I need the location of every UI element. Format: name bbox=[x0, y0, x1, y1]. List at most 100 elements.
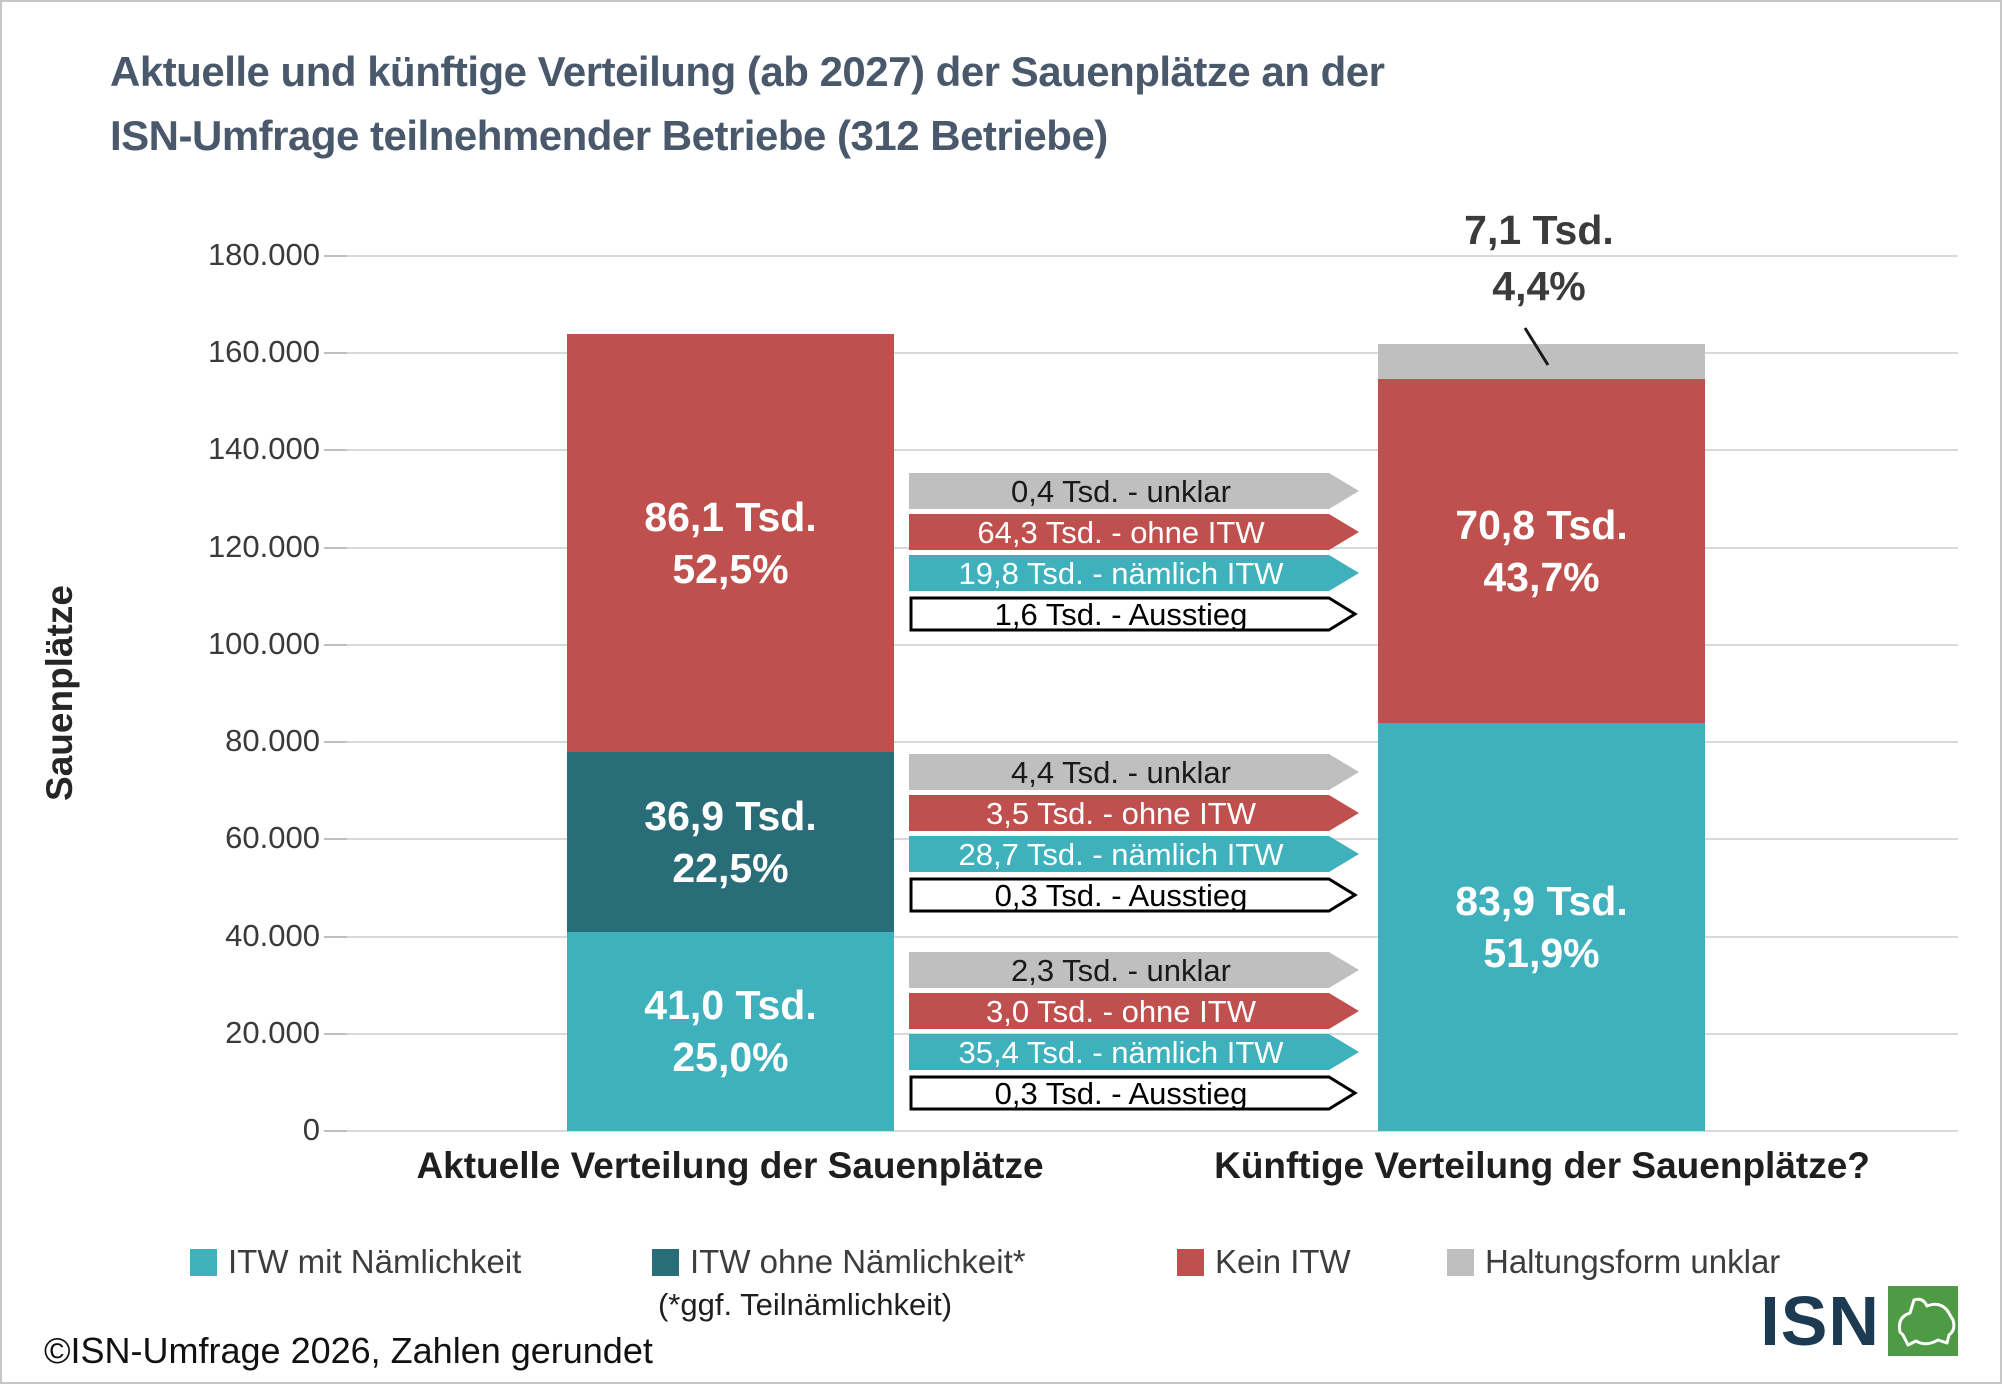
y-tick-label: 40.000 bbox=[225, 917, 320, 953]
flow-arrow-outline: 0,3 Tsd. - Ausstieg bbox=[909, 1075, 1359, 1111]
flow-arrow-label: 19,8 Tsd. - nämlich ITW bbox=[958, 556, 1284, 591]
arrow-shape-icon bbox=[909, 993, 1359, 1029]
flow-arrow-label: 0,3 Tsd. - Ausstieg bbox=[994, 878, 1248, 913]
bar-segment-label: 41,0 Tsd. 25,0% bbox=[644, 982, 817, 1081]
arrow-shape-icon bbox=[909, 952, 1359, 988]
y-tick-label: 180.000 bbox=[207, 237, 320, 272]
y-axis-tick-mark bbox=[324, 546, 347, 549]
flow-arrow-label: 0,3 Tsd. - Ausstieg bbox=[994, 1076, 1248, 1111]
isn-logo-text: ISN bbox=[1760, 1282, 1880, 1360]
arrow-shape-icon bbox=[909, 473, 1359, 509]
legend-item-unklar: Haltungsform unklar bbox=[1447, 1243, 1780, 1281]
flow-arrow-gray: 0,4 Tsd. - unklar bbox=[909, 473, 1359, 509]
flow-arrow-gray: 4,4 Tsd. - unklar bbox=[909, 754, 1359, 790]
annotation-value: 7,1 Tsd. bbox=[1464, 207, 1614, 253]
gridline bbox=[347, 643, 1958, 646]
flow-arrow-label: 2,3 Tsd. - unklar bbox=[1011, 953, 1231, 988]
gray-segment-annotation: 7,1 Tsd. 4,4% bbox=[1374, 202, 1704, 314]
flow-arrow-label: 35,4 Tsd. - nämlich ITW bbox=[958, 1035, 1284, 1070]
arrow-shape-icon bbox=[909, 754, 1359, 790]
bar-segment bbox=[1378, 344, 1705, 379]
pig-icon bbox=[1888, 1286, 1958, 1356]
gridline bbox=[347, 741, 1958, 744]
bar-segment-label: 83,9 Tsd. 51,9% bbox=[1455, 878, 1628, 977]
flow-arrow-label: 1,6 Tsd. - Ausstieg bbox=[994, 597, 1248, 632]
bar-segment bbox=[567, 931, 894, 1131]
flow-arrow-label: 64,3 Tsd. - ohne ITW bbox=[977, 515, 1265, 550]
flow-arrow-red: 64,3 Tsd. - ohne ITW bbox=[909, 514, 1359, 550]
arrow-shape-icon bbox=[909, 877, 1358, 913]
gridline bbox=[347, 935, 1958, 938]
flow-arrow-label: 0,4 Tsd. - unklar bbox=[1011, 474, 1231, 509]
arrow-shape-icon bbox=[909, 1075, 1358, 1111]
y-axis-tick-mark bbox=[324, 643, 347, 646]
arrow-shape-icon bbox=[909, 795, 1359, 831]
y-axis-title: Sauenplätze bbox=[39, 585, 80, 801]
chart-title-line2: ISN-Umfrage teilnehmender Betriebe (312 … bbox=[110, 111, 1108, 159]
bar-segment bbox=[1378, 378, 1705, 724]
y-axis-tick-mark bbox=[324, 1032, 347, 1035]
flow-arrow-red: 3,5 Tsd. - ohne ITW bbox=[909, 795, 1359, 831]
y-axis-tick-mark bbox=[324, 935, 347, 938]
flow-arrow-label: 3,5 Tsd. - ohne ITW bbox=[986, 796, 1256, 831]
legend-swatch-darkteal-icon bbox=[652, 1248, 679, 1276]
legend-item-itw-mit: ITW mit Nämlichkeit bbox=[190, 1243, 521, 1281]
isn-logo: ISN bbox=[1760, 1286, 1958, 1356]
y-tick-label: 100.000 bbox=[207, 625, 320, 661]
legend-label: Kein ITW bbox=[1215, 1243, 1351, 1280]
flow-arrow-label: 28,7 Tsd. - nämlich ITW bbox=[958, 837, 1284, 872]
legend-footnote: (*ggf. Teilnämlichkeit) bbox=[657, 1287, 953, 1322]
legend-swatch-teal-icon bbox=[190, 1248, 217, 1276]
flow-arrow-outline: 0,3 Tsd. - Ausstieg bbox=[909, 877, 1359, 913]
flow-arrow-teal: 35,4 Tsd. - nämlich ITW bbox=[909, 1034, 1359, 1070]
gridline bbox=[347, 449, 1958, 452]
legend-label: ITW ohne Nämlichkeit* bbox=[690, 1243, 1026, 1280]
arrow-shape-icon bbox=[909, 555, 1359, 591]
bar-segment-label: 36,9 Tsd. 22,5% bbox=[644, 793, 817, 891]
chart-title-line1: Aktuelle und künftige Verteilung (ab 202… bbox=[110, 48, 1385, 95]
annotation-percent: 4,4% bbox=[1492, 263, 1586, 309]
flow-arrow-red: 3,0 Tsd. - ohne ITW bbox=[909, 993, 1359, 1029]
legend-item-itw-ohne: ITW ohne Nämlichkeit* bbox=[652, 1243, 1026, 1281]
bar-segment bbox=[567, 752, 894, 932]
flow-arrow-teal: 19,8 Tsd. - nämlich ITW bbox=[909, 555, 1359, 591]
y-axis-tick-mark bbox=[324, 838, 347, 841]
y-tick-label: 20.000 bbox=[225, 1014, 320, 1050]
copyright-note: ©ISN-Umfrage 2026, Zahlen gerundet bbox=[44, 1330, 653, 1371]
arrow-shape-icon bbox=[909, 596, 1358, 632]
arrow-shape-icon bbox=[909, 1034, 1359, 1070]
flow-arrow-label: 4,4 Tsd. - unklar bbox=[1011, 755, 1231, 790]
chart-title: Aktuelle und künftige Verteilung (ab 202… bbox=[110, 40, 1385, 168]
y-axis-tick-mark bbox=[324, 449, 347, 452]
flow-arrow-teal: 28,7 Tsd. - nämlich ITW bbox=[909, 836, 1359, 872]
flow-arrow-outline: 1,6 Tsd. - Ausstieg bbox=[909, 596, 1359, 632]
legend-item-kein-itw: Kein ITW bbox=[1177, 1243, 1351, 1281]
flow-arrow-label: 3,0 Tsd. - ohne ITW bbox=[986, 994, 1256, 1029]
legend-swatch-gray-icon bbox=[1447, 1248, 1474, 1276]
gridline bbox=[347, 352, 1958, 355]
y-axis-tick-mark bbox=[324, 1130, 347, 1132]
arrow-shape-icon bbox=[909, 514, 1359, 550]
bar-segment-label: 70,8 Tsd. 43,7% bbox=[1455, 502, 1628, 601]
y-tick-label: 120.000 bbox=[207, 528, 320, 564]
y-tick-label: 140.000 bbox=[207, 431, 320, 467]
x-category-label-current: Aktuelle Verteilung der Sauenplätze bbox=[416, 1145, 1044, 1186]
legend-label: ITW mit Nämlichkeit bbox=[228, 1243, 522, 1280]
y-tick-label: 60.000 bbox=[225, 820, 320, 856]
y-axis-tick-mark bbox=[324, 741, 347, 744]
gridline bbox=[347, 1130, 1958, 1132]
y-tick-label: 80.000 bbox=[225, 723, 320, 759]
legend-label: Haltungsform unklar bbox=[1485, 1243, 1781, 1280]
legend-swatch-red-icon bbox=[1177, 1248, 1204, 1276]
flow-arrow-gray: 2,3 Tsd. - unklar bbox=[909, 952, 1359, 988]
arrow-shape-icon bbox=[909, 836, 1359, 872]
y-tick-label: 160.000 bbox=[207, 334, 320, 370]
y-axis-tick-mark bbox=[324, 255, 347, 257]
gridline bbox=[347, 255, 1958, 257]
bar-segment-label: 86,1 Tsd. 52,5% bbox=[644, 494, 817, 593]
gridline bbox=[347, 1032, 1958, 1035]
y-axis-tick-mark bbox=[324, 352, 347, 355]
bar-segment bbox=[1378, 723, 1705, 1131]
y-tick-label: 0 bbox=[302, 1112, 320, 1147]
